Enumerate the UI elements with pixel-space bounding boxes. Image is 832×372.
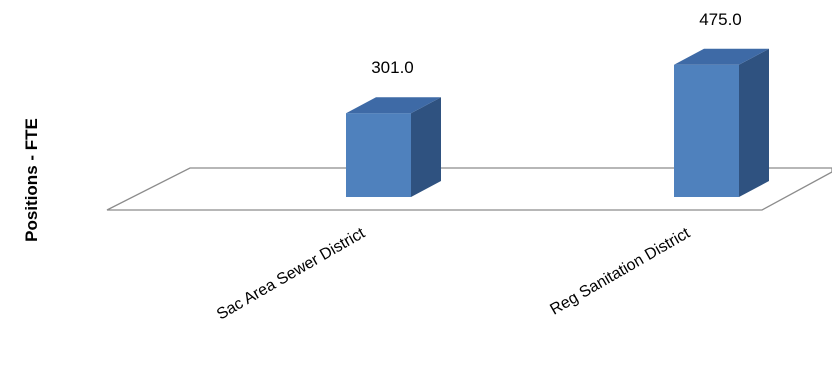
labels-group: 301.0 475.0: [371, 10, 742, 77]
bar-top-face: [674, 48, 769, 65]
bar-front-face: [346, 113, 411, 197]
y-axis-label: Positions - FTE: [22, 118, 41, 242]
bar-top-face: [346, 97, 441, 114]
value-label-2: 475.0: [699, 10, 742, 29]
ticks-group: Sac Area Sewer District Reg Sanitation Di…: [214, 224, 694, 323]
category-label-1: Sac Area Sewer District: [214, 224, 369, 323]
chart-floor: [106, 167, 832, 211]
bar-2: [674, 48, 769, 198]
bar-1: [346, 97, 441, 197]
bar-side-face: [411, 97, 441, 197]
category-label-2: Reg Sanitation District: [547, 224, 693, 318]
bar-front-face: [674, 64, 739, 197]
bars-group: [346, 48, 769, 198]
value-label-1: 301.0: [371, 58, 414, 77]
bar-side-face: [739, 48, 769, 198]
